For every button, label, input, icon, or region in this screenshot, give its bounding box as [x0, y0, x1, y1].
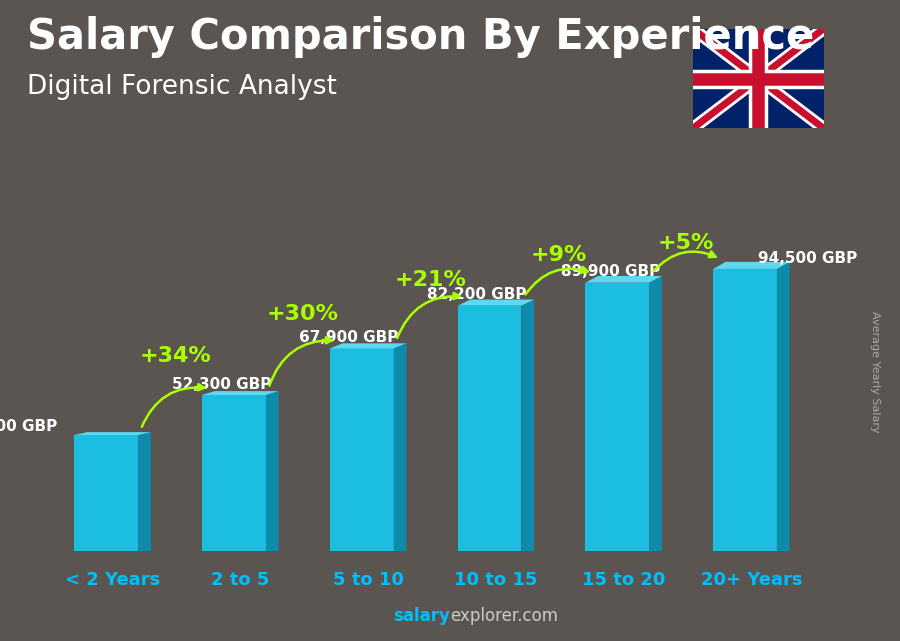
Bar — [202, 395, 266, 551]
Text: +21%: +21% — [395, 271, 467, 290]
Polygon shape — [266, 391, 279, 551]
Text: Salary Comparison By Experience: Salary Comparison By Experience — [27, 16, 814, 58]
Text: 5 to 10: 5 to 10 — [333, 570, 403, 588]
Polygon shape — [521, 299, 535, 551]
Bar — [585, 283, 649, 551]
Text: < 2 Years: < 2 Years — [65, 570, 160, 588]
Text: salary: salary — [393, 607, 450, 625]
Bar — [75, 435, 139, 551]
Bar — [713, 269, 777, 551]
Polygon shape — [457, 299, 535, 306]
Text: Average Yearly Salary: Average Yearly Salary — [869, 311, 880, 433]
Polygon shape — [139, 432, 151, 551]
Text: +9%: +9% — [530, 245, 587, 265]
Text: +30%: +30% — [267, 304, 339, 324]
Polygon shape — [649, 276, 662, 551]
Bar — [329, 349, 393, 551]
Text: 82,200 GBP: 82,200 GBP — [427, 287, 526, 303]
Polygon shape — [713, 262, 789, 269]
Polygon shape — [75, 432, 151, 435]
Text: 15 to 20: 15 to 20 — [582, 570, 665, 588]
Text: 10 to 15: 10 to 15 — [454, 570, 537, 588]
Text: 52,300 GBP: 52,300 GBP — [172, 376, 271, 392]
Text: 20+ Years: 20+ Years — [700, 570, 802, 588]
Polygon shape — [585, 276, 662, 283]
Polygon shape — [777, 262, 789, 551]
Polygon shape — [202, 391, 279, 395]
Text: 67,900 GBP: 67,900 GBP — [300, 330, 399, 345]
Text: 38,900 GBP: 38,900 GBP — [0, 419, 58, 435]
Text: 2 to 5: 2 to 5 — [212, 570, 270, 588]
Polygon shape — [393, 344, 407, 551]
Polygon shape — [329, 344, 407, 349]
Text: 89,900 GBP: 89,900 GBP — [562, 264, 661, 279]
Text: Digital Forensic Analyst: Digital Forensic Analyst — [27, 74, 337, 100]
Bar — [457, 306, 521, 551]
Text: explorer.com: explorer.com — [450, 607, 558, 625]
Text: 94,500 GBP: 94,500 GBP — [758, 251, 857, 266]
Text: +5%: +5% — [658, 233, 715, 253]
Text: +34%: +34% — [140, 346, 212, 366]
